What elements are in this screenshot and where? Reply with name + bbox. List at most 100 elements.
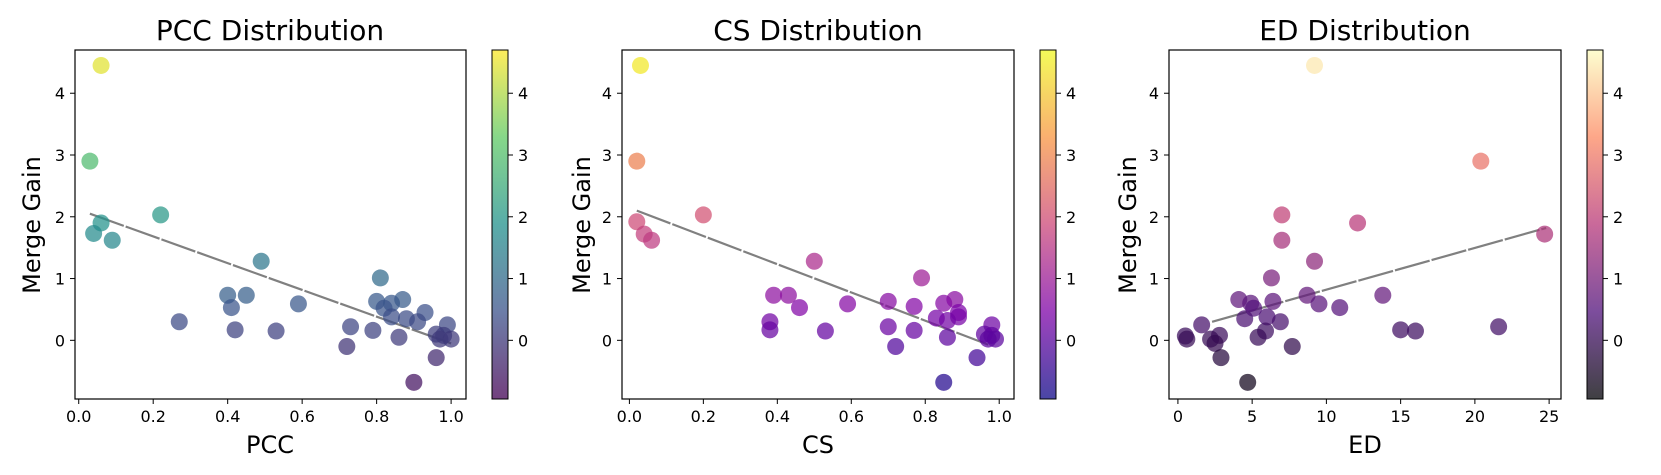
data-point (152, 206, 170, 224)
data-point (237, 286, 255, 304)
x-axis-label: PCC (246, 431, 294, 459)
x-tick-label: 20 (1465, 407, 1485, 426)
axes-frame (74, 49, 467, 400)
data-point (338, 337, 356, 355)
y-tick-label: 2 (1149, 208, 1159, 227)
data-point (879, 318, 897, 336)
data-point (905, 321, 923, 339)
data-point (879, 292, 897, 310)
x-tick-label: 0.4 (215, 407, 240, 426)
y-tick-label: 0 (55, 331, 65, 350)
x-tick-label: 0.6 (839, 407, 864, 426)
data-point (839, 295, 857, 313)
chart-title: ED Distribution (1259, 14, 1471, 47)
trend-line (1211, 226, 1547, 323)
y-tick-label: 3 (602, 146, 612, 165)
data-point (1283, 337, 1301, 355)
colorbar-tick-label: 0 (1613, 331, 1623, 350)
data-point (405, 373, 423, 391)
data-point (222, 299, 240, 317)
data-point (1310, 295, 1328, 313)
y-tick-label: 4 (602, 84, 612, 103)
y-tick-label: 1 (1149, 270, 1159, 289)
data-point (1273, 206, 1291, 224)
colorbar-tick-label: 4 (518, 84, 528, 103)
colorbar (1586, 49, 1604, 400)
data-point (1264, 292, 1282, 310)
data-point (987, 330, 1005, 348)
colorbar-tick-label: 4 (1613, 84, 1623, 103)
y-axis-label: Merge Gain (1114, 156, 1142, 294)
data-point (1258, 308, 1276, 326)
data-point (1206, 334, 1224, 352)
colorbar (491, 49, 509, 400)
colorbar (1039, 49, 1057, 400)
data-point (267, 322, 285, 340)
data-point (1178, 330, 1196, 348)
data-point (938, 312, 956, 330)
colorbar-tick-label: 4 (1066, 84, 1076, 103)
x-tick-label: 5 (1247, 407, 1257, 426)
data-point (628, 152, 646, 170)
plot-area: 0.0 0.2 0.4 0.6 0.8 1.0 0 1 2 3 4 0 1 2 3 4 (602, 49, 1076, 426)
data-point (1490, 318, 1508, 336)
data-point (1406, 322, 1424, 340)
x-tick-label: 1.0 (986, 407, 1011, 426)
data-point (442, 330, 460, 348)
data-point (103, 231, 121, 249)
plot-area: 0 5 10 15 20 25 0 1 2 3 4 0 1 2 3 4 (1149, 49, 1623, 426)
x-tick-label: 0.4 (765, 407, 790, 426)
data-point (694, 206, 712, 224)
colorbar-tick-label: 2 (518, 208, 528, 227)
data-point (81, 152, 99, 170)
data-point (1306, 56, 1324, 74)
data-point (1472, 152, 1490, 170)
data-point (913, 269, 931, 287)
x-tick-label: 0.8 (364, 407, 389, 426)
chart-panel-pcc: PCC Distribution PCC Merge Gain 0.0 0.2 0.… (18, 14, 528, 459)
data-point (252, 252, 270, 270)
axes-frame (1168, 49, 1562, 400)
y-tick-label: 1 (602, 270, 612, 289)
colorbar-tick-label: 2 (1066, 208, 1076, 227)
x-tick-label: 15 (1390, 407, 1410, 426)
x-tick-label: 0.2 (140, 407, 165, 426)
data-point (1249, 328, 1267, 346)
trend-line (89, 212, 452, 345)
data-point (938, 328, 956, 346)
data-point (1212, 349, 1230, 367)
data-point (1374, 286, 1392, 304)
y-tick-label: 3 (55, 146, 65, 165)
data-point (409, 313, 427, 331)
colorbar-tick-label: 0 (1066, 331, 1076, 350)
data-point (1306, 252, 1324, 270)
data-point (1262, 269, 1280, 287)
colorbar-tick-label: 1 (518, 270, 528, 289)
data-point (628, 213, 646, 231)
y-axis-label: Merge Gain (18, 156, 46, 294)
data-point (631, 56, 649, 74)
x-axis-label: CS (802, 431, 834, 459)
data-point (935, 294, 953, 312)
data-point (816, 322, 834, 340)
data-point (170, 313, 188, 331)
colorbar-tick-label: 1 (1613, 270, 1623, 289)
data-point (1236, 310, 1254, 328)
chart-panel-cs: CS Distribution CS Merge Gain 0.0 0.2 0.4 0… (568, 14, 1076, 459)
x-tick-label: 0.8 (913, 407, 938, 426)
y-tick-label: 1 (55, 270, 65, 289)
data-point (1331, 299, 1349, 317)
y-tick-label: 0 (1149, 331, 1159, 350)
data-point (1392, 321, 1410, 339)
colorbar-tick-label: 3 (1613, 146, 1623, 165)
data-point (887, 337, 905, 355)
x-tick-label: 0.6 (289, 407, 314, 426)
data-point (1271, 313, 1289, 331)
colorbar-tick-label: 1 (1066, 270, 1076, 289)
plot-area: 0.0 0.2 0.4 0.6 0.8 1.0 0 1 2 3 4 0 1 2 3 4 (55, 49, 528, 426)
x-tick-label: 0.0 (66, 407, 91, 426)
data-point (905, 297, 923, 315)
x-tick-label: 25 (1539, 407, 1559, 426)
y-tick-label: 2 (602, 208, 612, 227)
y-tick-label: 4 (1149, 84, 1159, 103)
